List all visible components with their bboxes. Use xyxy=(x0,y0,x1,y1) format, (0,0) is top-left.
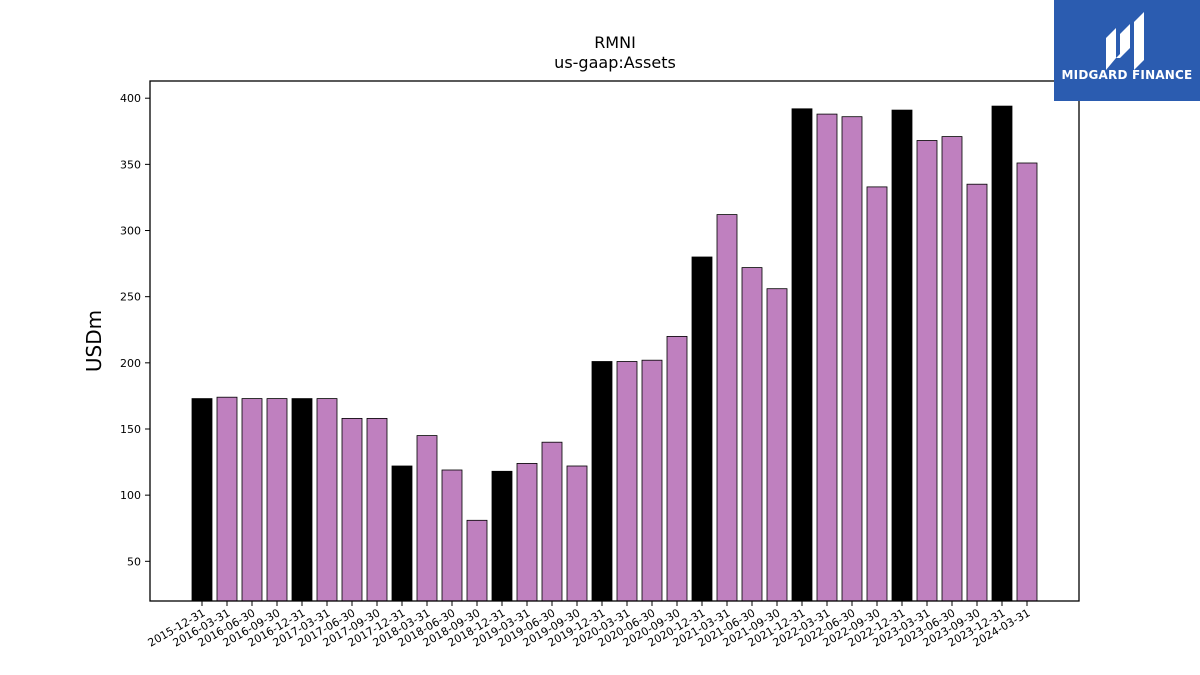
bar-2016-06-30 xyxy=(241,398,263,602)
brand-logo: MIDGARD FINANCE xyxy=(1054,0,1200,101)
bar-2016-03-31 xyxy=(216,396,238,602)
y-tick-label: 400 xyxy=(120,92,141,105)
bar-2021-03-31 xyxy=(716,214,738,602)
y-axis-label: USDm xyxy=(82,310,106,372)
bar-2023-03-31 xyxy=(916,140,938,602)
bar-2018-06-30 xyxy=(441,469,463,602)
y-tick-label: 100 xyxy=(120,489,141,502)
bar-2021-12-31 xyxy=(791,108,813,602)
bar-2018-03-31 xyxy=(416,435,438,602)
y-tick-label: 350 xyxy=(120,158,141,171)
bar-2018-12-31 xyxy=(491,470,513,602)
bar-2023-06-30 xyxy=(941,136,963,602)
bar-2020-06-30 xyxy=(641,359,663,602)
bar-2022-09-30 xyxy=(866,186,888,602)
bar-2023-09-30 xyxy=(966,183,988,602)
bars-group xyxy=(191,105,1038,602)
bar-2020-09-30 xyxy=(666,335,688,602)
y-axis-ticks: 50 100 150 200 250 300 350 400 xyxy=(120,92,150,568)
bar-2016-09-30 xyxy=(266,398,288,602)
bar-2024-03-31 xyxy=(1016,162,1038,602)
bar-2016-12-31 xyxy=(291,398,313,602)
bar-2015-12-31 xyxy=(191,398,213,602)
bar-2019-03-31 xyxy=(516,462,538,602)
y-tick-label: 200 xyxy=(120,357,141,370)
midgard-m-icon xyxy=(1106,12,1144,70)
bar-2020-03-31 xyxy=(616,361,638,602)
bar-2017-06-30 xyxy=(341,417,363,602)
bar-2017-12-31 xyxy=(391,465,413,602)
bar-2019-06-30 xyxy=(541,441,563,602)
x-axis-ticks: 2015-12-312016-03-312016-06-302016-09-30… xyxy=(146,601,1033,650)
bar-2017-03-31 xyxy=(316,398,338,602)
bar-2021-06-30 xyxy=(741,267,763,602)
y-tick-label: 150 xyxy=(120,423,141,436)
bar-2022-03-31 xyxy=(816,113,838,602)
bar-2022-06-30 xyxy=(841,116,863,602)
y-tick-label: 50 xyxy=(127,555,141,568)
y-tick-label: 250 xyxy=(120,291,141,304)
bar-2023-12-31 xyxy=(991,105,1013,602)
bar-2017-09-30 xyxy=(366,417,388,602)
brand-name: MIDGARD FINANCE xyxy=(1061,68,1193,82)
bar-2019-09-30 xyxy=(566,465,588,602)
bar-2020-12-31 xyxy=(691,256,713,602)
chart-title: RMNI xyxy=(594,33,636,52)
chart-subtitle: us-gaap:Assets xyxy=(554,53,676,72)
y-tick-label: 300 xyxy=(120,225,141,238)
bar-2021-09-30 xyxy=(766,288,788,602)
bar-2019-12-31 xyxy=(591,361,613,602)
plot-frame xyxy=(149,80,1080,602)
bar-2022-12-31 xyxy=(891,109,913,602)
bar-2018-09-30 xyxy=(466,519,488,602)
